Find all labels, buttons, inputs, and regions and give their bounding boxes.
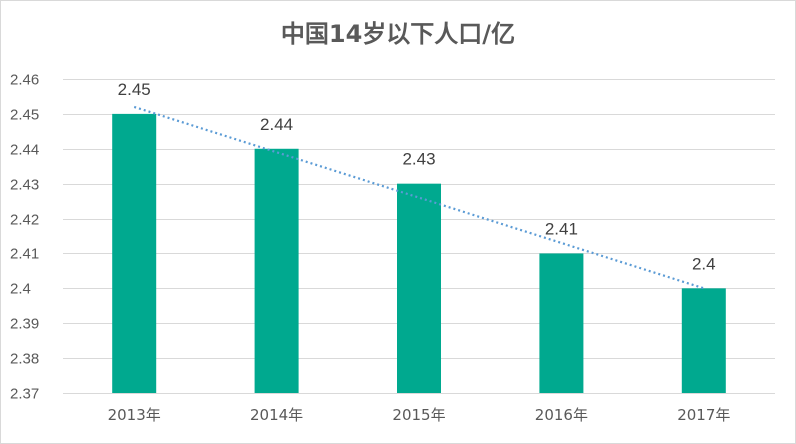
y-tick-label: 2.42 xyxy=(10,212,39,229)
x-axis-ticks: 2013年 2014年 2015年 2016年 2017年 xyxy=(108,406,731,424)
chart-title: 中国14岁以下人口/亿 xyxy=(280,20,516,48)
x-tick-label: 2017年 xyxy=(677,406,730,424)
y-tick-label: 2.38 xyxy=(10,351,39,368)
y-tick-label: 2.43 xyxy=(10,177,39,194)
bars xyxy=(112,113,726,393)
data-label: 2.45 xyxy=(118,80,151,99)
data-label: 2.4 xyxy=(692,254,716,273)
data-label: 2.44 xyxy=(260,115,293,134)
data-labels: 2.45 2.44 2.43 2.41 2.4 xyxy=(118,80,716,273)
y-tick-label: 2.44 xyxy=(10,142,39,159)
y-axis-ticks: 2.46 2.45 2.44 2.43 2.42 2.41 2.4 2.39 2.38 2.37 xyxy=(10,72,39,403)
y-tick-label: 2.37 xyxy=(10,386,39,403)
x-tick-label: 2015年 xyxy=(392,406,445,424)
y-tick-label: 2.46 xyxy=(10,72,39,89)
data-label: 2.41 xyxy=(545,219,578,238)
x-tick-label: 2016年 xyxy=(535,406,588,424)
y-tick-label: 2.4 xyxy=(10,281,31,298)
x-tick-label: 2014年 xyxy=(250,406,303,424)
bar xyxy=(112,113,157,393)
bar xyxy=(539,253,584,393)
x-tick-label: 2013年 xyxy=(108,406,161,424)
bar xyxy=(681,288,726,393)
y-tick-label: 2.41 xyxy=(10,246,39,263)
bar xyxy=(254,148,299,393)
y-tick-label: 2.45 xyxy=(10,107,39,124)
bar xyxy=(397,183,441,393)
data-label: 2.43 xyxy=(402,150,435,169)
y-tick-label: 2.39 xyxy=(10,316,39,333)
